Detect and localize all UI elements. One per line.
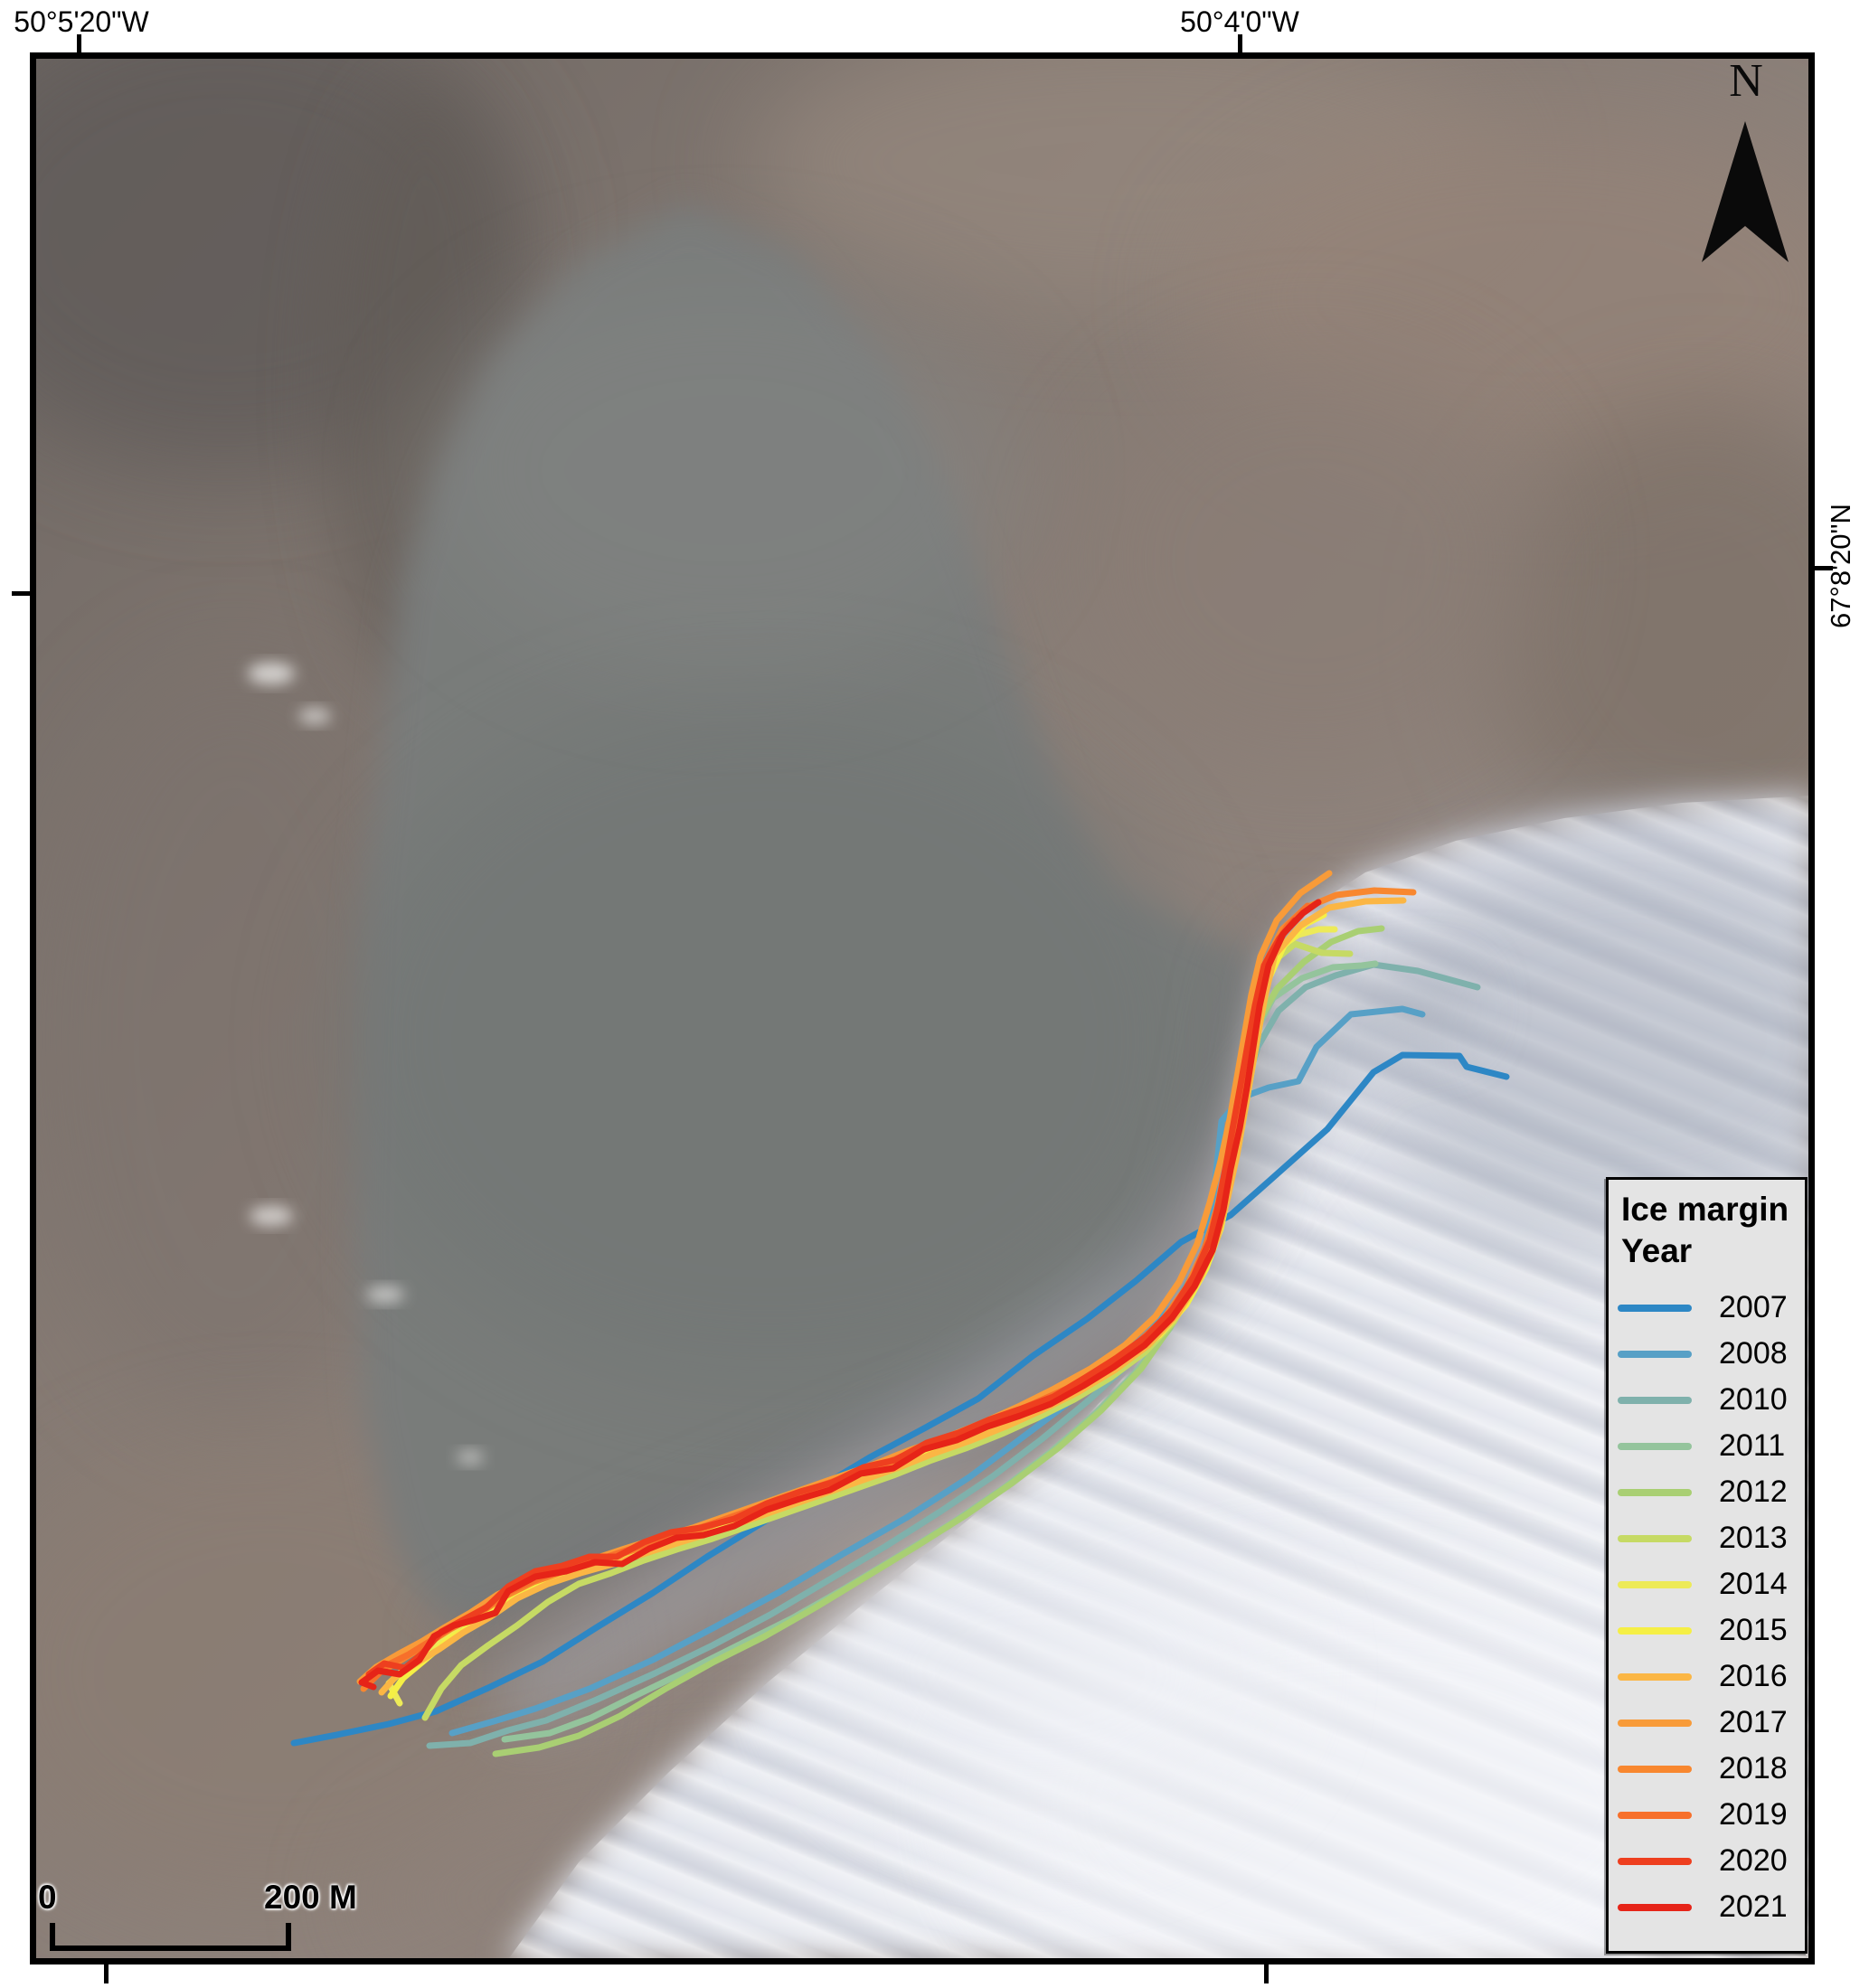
legend-item-2016: 2016 — [1609, 1654, 1805, 1700]
legend-rows: 2007 2008 2010 2011 2012 2013 2014 2015 2016 2017… — [1609, 1285, 1805, 1930]
legend-line-swatch-2014 — [1618, 1580, 1692, 1588]
legend-item-2013: 2013 — [1609, 1515, 1805, 1561]
scalebar-end-left — [50, 1923, 55, 1951]
legend-year-label: 2014 — [1719, 1567, 1788, 1601]
legend-line-swatch-2019 — [1618, 1811, 1692, 1819]
legend-year-label: 2007 — [1719, 1290, 1788, 1324]
legend-subtitle: Year — [1621, 1232, 1693, 1269]
legend-line-swatch-2020 — [1618, 1857, 1692, 1865]
legend-year-label: 2016 — [1719, 1659, 1788, 1693]
legend-year-label: 2011 — [1719, 1428, 1786, 1463]
legend-line-swatch-2016 — [1618, 1672, 1692, 1681]
north-label: N — [1729, 55, 1763, 107]
legend-year-label: 2017 — [1719, 1705, 1788, 1739]
legend-year-label: 2012 — [1719, 1475, 1788, 1509]
scalebar-end-right — [286, 1923, 291, 1951]
ice-margin-2020 — [365, 917, 1298, 1678]
ice-margin-2012 — [492, 925, 1385, 1757]
legend-item-2021: 2021 — [1609, 1884, 1805, 1930]
legend-item-2008: 2008 — [1609, 1331, 1805, 1377]
legend-line-swatch-2015 — [1618, 1626, 1692, 1635]
map-canvas — [30, 52, 1815, 1964]
legend-line-swatch-2011 — [1618, 1442, 1692, 1450]
ice-margin-2010 — [426, 961, 1481, 1749]
basemap-layers — [36, 59, 1808, 1958]
graticule-tick-left — [12, 591, 30, 596]
lon-label-top-right: 50°4'0"W — [1180, 5, 1299, 38]
graticule-tick-right — [1815, 566, 1833, 570]
graticule-tick-bottom-1 — [104, 1964, 109, 1983]
legend-item-2010: 2010 — [1609, 1377, 1805, 1423]
legend-year-label: 2010 — [1719, 1382, 1788, 1417]
graticule-tick-top-1 — [77, 34, 81, 52]
legend-year-label: 2019 — [1719, 1797, 1788, 1832]
graticule-tick-top-2 — [1238, 34, 1242, 52]
scalebar-bar — [50, 1946, 291, 1951]
legend-line-swatch-2013 — [1618, 1534, 1692, 1542]
scalebar-end-label: 200 M — [264, 1879, 357, 1916]
legend-item-2017: 2017 — [1609, 1700, 1805, 1746]
ice-margin-2021 — [358, 899, 1322, 1691]
legend-item-2014: 2014 — [1609, 1561, 1805, 1607]
legend-item-2015: 2015 — [1609, 1607, 1805, 1654]
legend-line-swatch-2021 — [1618, 1903, 1692, 1911]
ice-margin-lines — [290, 870, 1510, 1757]
legend-year-label: 2015 — [1719, 1613, 1788, 1647]
legend: Ice margin Year 2007 2008 2010 2011 2012 2013… — [1606, 1177, 1808, 1954]
legend-item-2012: 2012 — [1609, 1469, 1805, 1515]
legend-year-label: 2020 — [1719, 1843, 1788, 1878]
legend-line-swatch-2012 — [1618, 1488, 1692, 1496]
legend-line-swatch-2008 — [1618, 1350, 1692, 1358]
lon-label-top-left: 50°5'20"W — [14, 5, 149, 38]
satellite-basemap — [36, 59, 1808, 1958]
legend-year-label: 2018 — [1719, 1751, 1788, 1785]
legend-line-swatch-2017 — [1618, 1719, 1692, 1727]
ice-margin-2007 — [290, 1051, 1510, 1747]
legend-item-2007: 2007 — [1609, 1285, 1805, 1331]
legend-year-label: 2013 — [1719, 1521, 1788, 1555]
legend-item-2020: 2020 — [1609, 1838, 1805, 1884]
legend-year-label: 2008 — [1719, 1336, 1788, 1371]
north-arrow-icon — [1702, 121, 1789, 262]
legend-item-2018: 2018 — [1609, 1746, 1805, 1792]
legend-year-label: 2021 — [1719, 1889, 1788, 1924]
legend-item-2019: 2019 — [1609, 1792, 1805, 1838]
legend-line-swatch-2018 — [1618, 1765, 1692, 1773]
legend-line-swatch-2007 — [1618, 1304, 1692, 1312]
legend-line-swatch-2010 — [1618, 1396, 1692, 1404]
graticule-tick-bottom-2 — [1264, 1964, 1269, 1983]
legend-item-2011: 2011 — [1609, 1423, 1805, 1469]
scalebar-zero-label: 0 — [38, 1879, 57, 1916]
legend-title: Ice margin — [1621, 1191, 1789, 1228]
